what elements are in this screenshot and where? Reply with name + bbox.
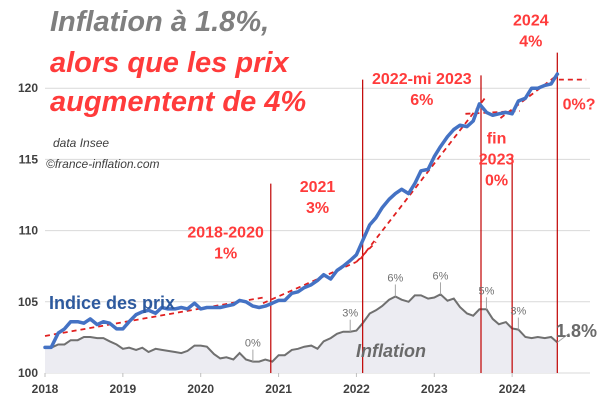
trend-line <box>359 97 486 260</box>
period-annotation: 2018-2020 1% <box>187 225 264 263</box>
period-annotation-line: 6% <box>410 92 433 109</box>
period-annotation-line: 4% <box>519 34 542 51</box>
inflation-percent-label: 3% <box>342 308 358 320</box>
title-line-1: Inflation à 1.8%, <box>50 6 269 38</box>
inflation-percent-label: 5% <box>478 285 494 297</box>
y-tick-label: 105 <box>18 295 38 309</box>
x-tick-label: 2020 <box>187 382 214 396</box>
y-tick-label: 115 <box>19 152 39 166</box>
period-annotation: fin 2023 0% <box>479 131 515 190</box>
price-index-line <box>43 72 560 350</box>
period-annotation: 2022-mi 2023 6% <box>372 71 472 109</box>
inflation-percent-labels: 0% 3% 6% 6% 5% 3% <box>245 270 570 362</box>
period-annotation-line: 2023 <box>479 152 515 169</box>
period-annotation-line: 2021 <box>300 179 336 196</box>
x-tick-label: 2022 <box>343 382 370 396</box>
last-inflation-leader <box>556 332 570 343</box>
title-line-3: augmentent de 4% <box>50 86 306 118</box>
y-tick-label: 120 <box>18 81 38 95</box>
title-line-2: alors que les prix <box>50 47 290 79</box>
x-tick-label: 2019 <box>110 382 137 396</box>
period-annotation-line: 3% <box>306 200 329 217</box>
trend-line <box>44 296 264 337</box>
period-annotation: 2021 3% <box>300 179 336 217</box>
period-annotation-line: 2022-mi 2023 <box>372 71 472 88</box>
trend-line <box>499 73 560 119</box>
inflation-line <box>45 293 558 363</box>
x-tick-label: 2018 <box>32 382 59 396</box>
inflation-percent-label: 0% <box>245 338 261 350</box>
price-index-label: Indice des prix <box>49 293 175 313</box>
source-note: data Insee <box>53 136 109 150</box>
period-annotation-line: 2018-2020 <box>187 225 264 242</box>
copyright-note: ©france-inflation.com <box>46 157 160 171</box>
period-annotation: 2024 4% <box>513 13 549 51</box>
inflation-percent-label: 6% <box>433 270 449 282</box>
y-tick-label: 100 <box>18 366 38 380</box>
period-annotations: 2018-2020 1% 2021 3% 2022-mi 2023 6% fin 2023 0%… <box>187 13 595 263</box>
x-tick-label: 2021 <box>265 382 292 396</box>
last-inflation-value: 1.8% <box>556 321 597 341</box>
period-annotation-line: 1% <box>214 246 237 263</box>
x-tick-label: 2023 <box>421 382 448 396</box>
inflation-area <box>45 294 558 373</box>
period-markers <box>270 52 558 373</box>
inflation-label: Inflation <box>356 341 426 361</box>
period-annotation-line: 2024 <box>513 13 549 30</box>
period-annotation-line: 0% <box>485 173 508 190</box>
axis-ticks: 100 105 110 115 120 2018 2019 2020 2021 2022 2023 2… <box>18 81 526 396</box>
period-annotation-line: 0%? <box>563 97 596 114</box>
period-annotation-line: fin <box>487 131 507 148</box>
period-annotation: 0%? <box>563 97 596 114</box>
inflation-percent-label: 3% <box>510 306 526 318</box>
inflation-percent-label: 6% <box>387 272 403 284</box>
x-tick-label: 2024 <box>499 382 526 396</box>
y-tick-label: 110 <box>19 224 39 238</box>
